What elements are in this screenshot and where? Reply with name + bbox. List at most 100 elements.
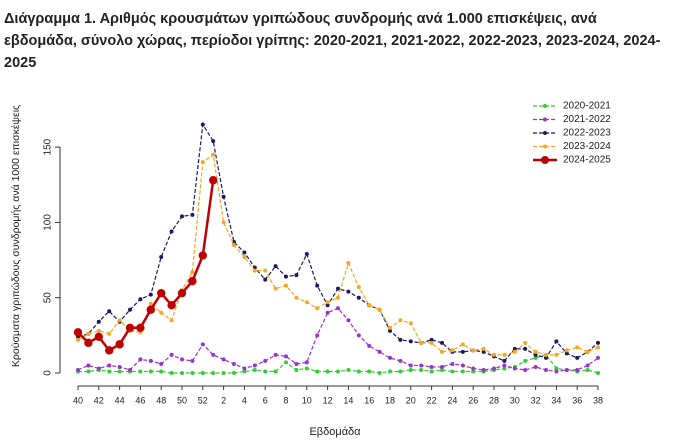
data-point (564, 351, 569, 356)
data-point (294, 295, 299, 300)
data-point (148, 358, 153, 363)
data-point (84, 338, 93, 348)
data-point (367, 303, 372, 308)
data-point (107, 369, 112, 374)
data-point (242, 369, 247, 374)
x-tick-label: 38 (593, 395, 603, 405)
x-tick-label: 40 (73, 395, 83, 405)
data-point (221, 220, 226, 225)
data-point (502, 358, 507, 363)
x-tick-label: 34 (551, 395, 561, 405)
data-point (481, 346, 486, 351)
data-point (367, 369, 372, 374)
data-point (94, 332, 104, 342)
y-tick-label: 150 (43, 138, 54, 155)
data-point (198, 251, 207, 260)
x-tick-label: 22 (427, 395, 437, 405)
data-point (169, 352, 174, 357)
data-point (325, 303, 330, 308)
x-tick-label: 52 (198, 395, 208, 405)
data-point (284, 274, 288, 279)
data-point (481, 367, 486, 372)
x-tick-label: 28 (489, 395, 499, 405)
data-point (117, 318, 122, 323)
data-point (575, 367, 580, 372)
data-point (388, 369, 392, 374)
data-point (117, 369, 122, 374)
data-point (564, 348, 569, 353)
data-point (533, 355, 538, 360)
data-point (502, 363, 507, 368)
x-tick-label: 26 (468, 395, 478, 405)
data-point (575, 345, 580, 350)
legend-label: 2020-2021 (563, 101, 611, 112)
data-point (159, 310, 164, 315)
x-tick-label: 30 (510, 395, 520, 405)
data-point (232, 242, 236, 247)
data-point (523, 367, 528, 372)
data-point (304, 300, 309, 305)
data-point (148, 301, 153, 306)
x-tick-label: 20 (406, 395, 416, 405)
data-point (460, 342, 465, 347)
data-point (263, 358, 268, 363)
data-point (86, 363, 91, 368)
data-point (450, 369, 455, 374)
data-point (440, 364, 444, 369)
data-point (429, 340, 434, 345)
data-point (252, 363, 257, 368)
data-point (294, 367, 299, 372)
data-point (377, 349, 382, 354)
data-point (471, 366, 476, 371)
x-tick-label: 4 (242, 395, 247, 405)
x-tick-label: 24 (447, 395, 457, 405)
data-point (284, 354, 288, 359)
legend-label: 2021-2022 (563, 114, 611, 125)
data-point (346, 318, 351, 323)
data-point (159, 255, 164, 260)
data-point (125, 323, 135, 333)
x-tick-label: 50 (177, 395, 187, 405)
data-point (209, 176, 218, 185)
data-point (388, 355, 392, 360)
data-point (73, 328, 83, 337)
data-point (138, 369, 143, 374)
data-point (221, 370, 226, 375)
data-point (408, 363, 413, 368)
data-point (533, 352, 538, 357)
data-point (96, 319, 101, 324)
data-point (232, 239, 236, 244)
data-point (533, 364, 538, 369)
data-point (86, 331, 91, 336)
data-point (346, 367, 351, 372)
data-point (148, 292, 153, 297)
data-point (398, 318, 403, 323)
data-point (596, 370, 600, 375)
data-point (76, 337, 80, 342)
data-point (242, 250, 247, 255)
data-point (596, 345, 600, 350)
data-point (200, 342, 205, 347)
data-point (440, 349, 444, 354)
data-point (450, 348, 455, 353)
data-point (107, 363, 112, 368)
data-point (128, 367, 132, 372)
data-point (177, 288, 187, 298)
legend-label: 2022-2023 (563, 128, 611, 139)
data-point (180, 214, 184, 219)
data-point (315, 333, 320, 338)
data-point (273, 264, 278, 269)
data-point (471, 369, 476, 374)
data-point (325, 300, 330, 305)
data-point (554, 339, 559, 344)
data-point (138, 297, 143, 302)
data-point (460, 369, 465, 374)
data-point (440, 367, 444, 372)
data-point (304, 360, 309, 365)
series-line (77, 153, 599, 356)
y-tick-label: 50 (43, 292, 54, 304)
data-point (585, 363, 590, 368)
data-point (242, 255, 247, 260)
data-point (398, 358, 403, 363)
data-point (211, 139, 216, 144)
